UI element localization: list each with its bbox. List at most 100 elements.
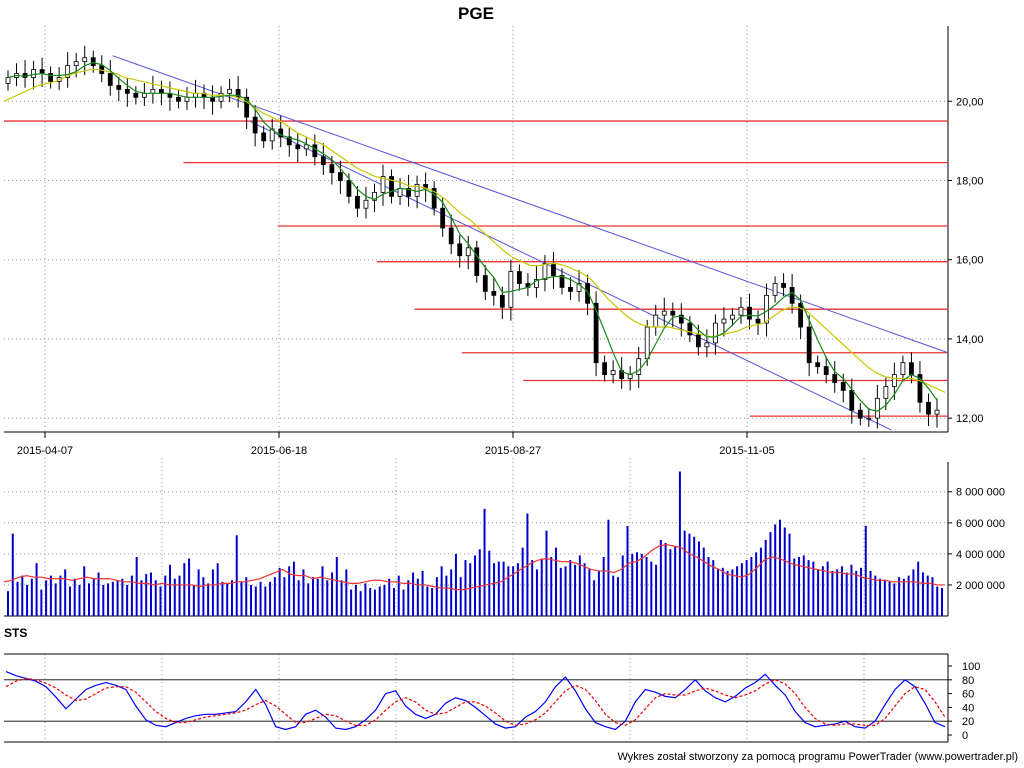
candle-body: [65, 65, 71, 78]
candle-body: [883, 386, 889, 399]
candle-body: [764, 294, 769, 324]
candle-body: [687, 322, 693, 336]
candle-body: [278, 128, 284, 138]
candle-body: [585, 283, 590, 304]
candle-body: [508, 271, 514, 308]
candle-body: [380, 176, 386, 193]
candle-body: [806, 326, 812, 364]
sts-y-tick-label: 20: [962, 716, 974, 728]
candle-body: [337, 172, 343, 181]
candle-body: [355, 195, 360, 209]
price-x-tick-label: 2015-06-18: [251, 445, 307, 457]
candle-body: [926, 401, 931, 415]
candle-body: [133, 92, 139, 98]
candle-body: [678, 314, 684, 324]
volume-y-tick-label: 4 000 000: [956, 549, 1005, 561]
candle-body: [5, 77, 11, 84]
candle-body: [474, 247, 480, 276]
candle-body: [755, 318, 761, 324]
candle-body: [917, 374, 923, 403]
candle-body: [551, 263, 556, 276]
candle-body: [329, 164, 335, 173]
candle-body: [431, 187, 437, 209]
price-y-tick-label: 20,00: [956, 96, 984, 108]
candle-body: [491, 290, 497, 296]
candle-body: [48, 73, 54, 82]
candle-body: [116, 85, 122, 90]
sts-y-tick-label: 60: [962, 689, 974, 701]
candle-body: [516, 271, 522, 284]
price-x-tick-label: 2015-04-07: [17, 445, 73, 457]
candle-body: [593, 302, 599, 364]
candle-body: [738, 306, 744, 316]
sts-y-tick-label: 80: [962, 675, 974, 687]
candle-body: [176, 96, 181, 102]
candle-body: [849, 390, 855, 411]
candle-body: [465, 247, 471, 257]
candle-body: [269, 128, 275, 142]
candle-body: [406, 187, 411, 197]
price-panel: 12,00 14,00 16,00 18,00 20,00 2015-04-07 2015-…: [3, 26, 984, 457]
volume-moving-average: [3, 543, 945, 591]
candle-body: [568, 287, 573, 292]
candle-body: [815, 362, 821, 368]
volume-y-tick-label: 8 000 000: [956, 487, 1005, 499]
candle-body: [559, 275, 565, 288]
candle-body: [397, 187, 403, 197]
candle-body: [644, 326, 650, 360]
sts-y-tick-label: 0: [962, 730, 968, 742]
candle-body: [670, 310, 676, 316]
candle-body: [124, 88, 130, 94]
sts-label: STS: [4, 626, 27, 640]
candle-body: [576, 283, 582, 292]
candle-body: [934, 409, 940, 415]
candle-body: [107, 73, 113, 86]
candle-body: [636, 358, 642, 375]
candle-body: [909, 362, 914, 375]
trend-line: [249, 120, 892, 431]
price-short-average: [7, 62, 938, 412]
price-x-tick-label: 2015-11-05: [719, 445, 774, 457]
candle-body: [303, 144, 309, 150]
candle-body: [389, 176, 394, 197]
candle-body: [772, 283, 778, 296]
candle-body: [482, 275, 488, 292]
footer-credit: Wykres został stworzony za pomocą progra…: [617, 751, 1018, 763]
sts-d-line: [5, 677, 946, 726]
candle-body: [312, 144, 318, 158]
candle-body: [857, 409, 863, 419]
candle-body: [82, 57, 88, 63]
candle-body: [244, 96, 250, 118]
candle-body: [900, 362, 906, 375]
candle-body: [286, 136, 292, 146]
price-y-tick-label: 16,00: [956, 255, 984, 267]
candle-body: [227, 88, 232, 94]
candle-body: [346, 180, 352, 197]
candle-body: [31, 69, 36, 78]
price-y-tick-label: 18,00: [956, 175, 984, 187]
candle-body: [747, 306, 752, 320]
candle-body: [218, 92, 224, 102]
candle-body: [721, 318, 727, 324]
sts-y-tick-label: 100: [962, 661, 980, 673]
candle-body: [457, 243, 463, 257]
price-moving-average: [3, 68, 946, 393]
candle-body: [713, 322, 718, 344]
candle-body: [798, 302, 804, 328]
candle-body: [295, 144, 301, 150]
price-y-tick-label: 14,00: [956, 334, 984, 346]
candle-body: [440, 207, 446, 229]
candle-body: [704, 342, 710, 348]
candle-body: [448, 227, 454, 245]
candle-body: [534, 279, 539, 288]
candle-body: [363, 199, 369, 209]
candle-body: [695, 334, 701, 348]
sts-y-tick-label: 40: [962, 702, 974, 714]
candle-body: [661, 310, 667, 316]
candle-body: [832, 374, 838, 383]
candle-body: [730, 314, 735, 320]
candle-body: [823, 366, 829, 375]
volume-y-tick-label: 2 000 000: [956, 580, 1005, 592]
